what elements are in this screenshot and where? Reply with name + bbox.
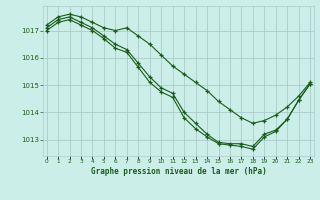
X-axis label: Graphe pression niveau de la mer (hPa): Graphe pression niveau de la mer (hPa) xyxy=(91,167,266,176)
